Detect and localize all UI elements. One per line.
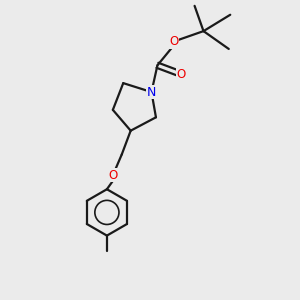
Text: N: N: [147, 85, 156, 98]
Text: O: O: [177, 68, 186, 81]
Text: O: O: [108, 169, 118, 182]
Text: O: O: [169, 35, 178, 48]
